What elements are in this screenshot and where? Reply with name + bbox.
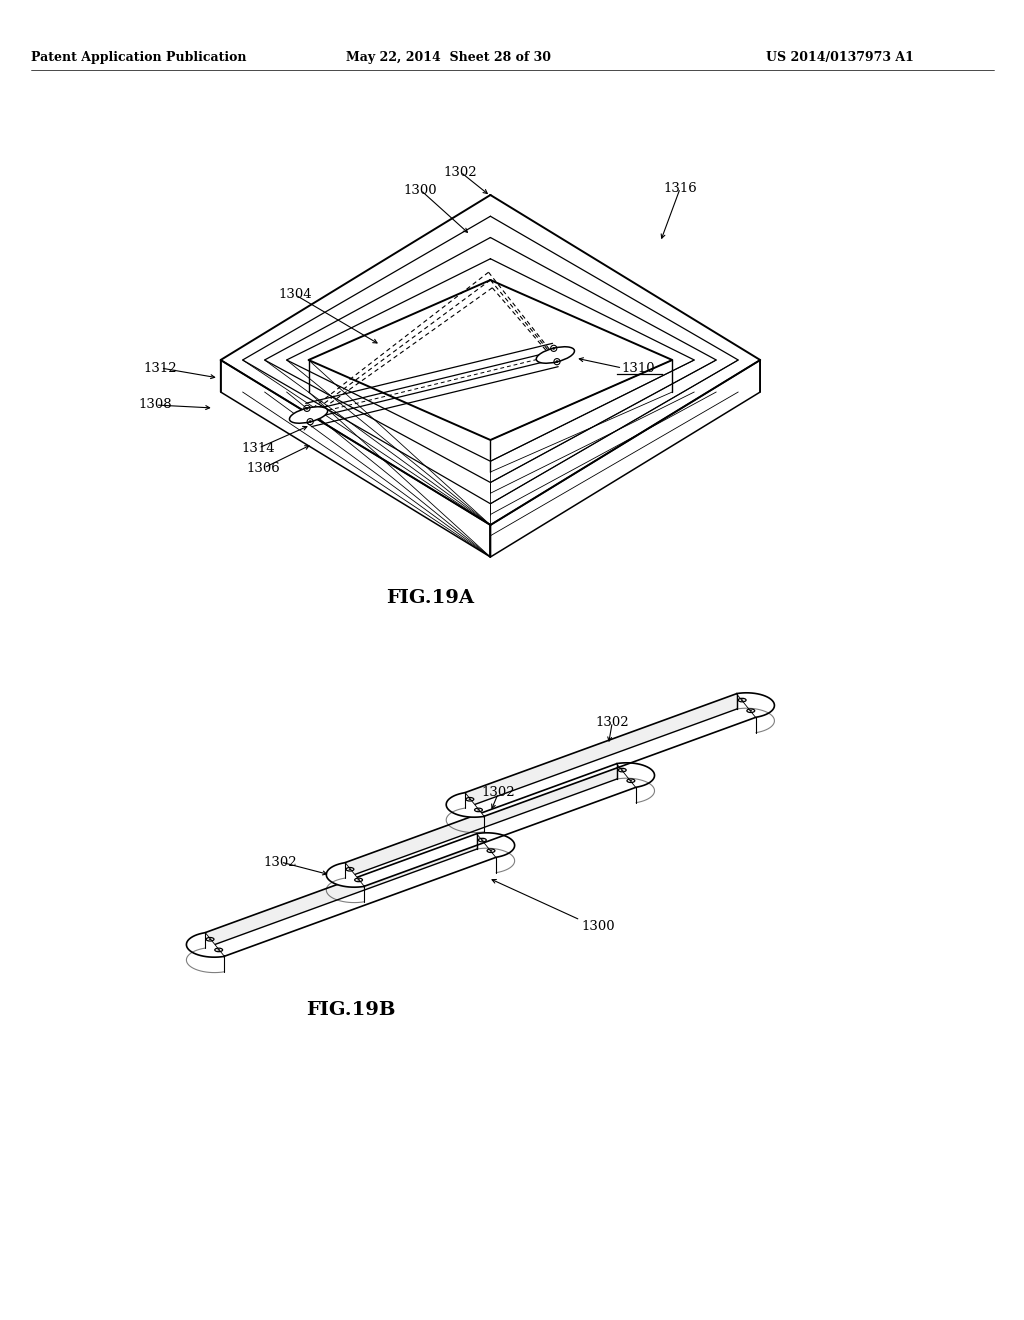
- Text: FIG.19A: FIG.19A: [386, 589, 474, 607]
- Circle shape: [553, 347, 555, 350]
- Polygon shape: [186, 933, 224, 957]
- Text: 1312: 1312: [143, 362, 177, 375]
- Text: FIG.19B: FIG.19B: [306, 1001, 395, 1019]
- Text: 1310: 1310: [622, 362, 655, 375]
- Polygon shape: [205, 833, 497, 957]
- Text: 1300: 1300: [582, 920, 615, 933]
- Circle shape: [306, 408, 308, 409]
- Text: 1302: 1302: [481, 787, 515, 800]
- Text: 1302: 1302: [596, 715, 629, 729]
- Text: 1314: 1314: [242, 441, 275, 454]
- Circle shape: [309, 421, 311, 422]
- Text: 1308: 1308: [139, 399, 172, 412]
- Text: 1316: 1316: [664, 181, 697, 194]
- Text: 1304: 1304: [279, 289, 312, 301]
- Text: 1306: 1306: [247, 462, 281, 474]
- Ellipse shape: [537, 347, 574, 363]
- Text: May 22, 2014  Sheet 28 of 30: May 22, 2014 Sheet 28 of 30: [346, 50, 551, 63]
- Text: US 2014/0137973 A1: US 2014/0137973 A1: [766, 50, 914, 63]
- Polygon shape: [205, 833, 477, 948]
- Circle shape: [556, 360, 558, 363]
- Polygon shape: [446, 793, 483, 817]
- Text: 1300: 1300: [403, 183, 437, 197]
- Text: Patent Application Publication: Patent Application Publication: [31, 50, 247, 63]
- Polygon shape: [465, 693, 737, 808]
- Polygon shape: [465, 693, 756, 817]
- Polygon shape: [617, 763, 654, 787]
- Polygon shape: [737, 693, 774, 717]
- Ellipse shape: [290, 407, 328, 424]
- Text: 1302: 1302: [264, 855, 297, 869]
- Polygon shape: [345, 763, 636, 887]
- Polygon shape: [477, 833, 515, 857]
- Polygon shape: [327, 863, 364, 887]
- Polygon shape: [345, 763, 617, 878]
- Text: 1302: 1302: [443, 165, 477, 178]
